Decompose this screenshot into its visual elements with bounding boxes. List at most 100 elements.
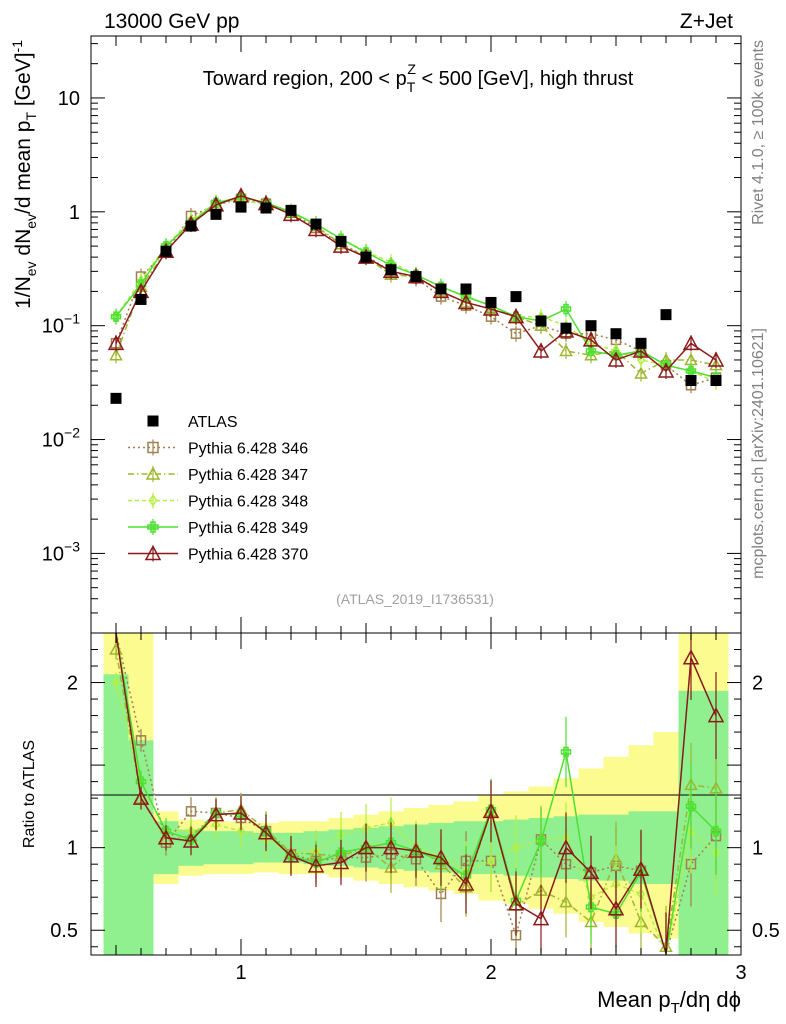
series-p349 [110, 188, 722, 386]
analysis-watermark: (ATLAS_2019_I1736531) [336, 591, 494, 607]
legend-marker [144, 544, 162, 561]
mcplots-label: mcplots.cern.ch [arXiv:2401.10621] [750, 328, 767, 579]
ratio-point [111, 676, 121, 689]
atlas-point [685, 375, 697, 387]
legend-item-p346: Pythia 6.428 346 [128, 439, 308, 458]
atlas-point [535, 315, 547, 327]
atlas-point [210, 208, 222, 220]
ratio-point [332, 853, 350, 870]
ratio-panel: 1 2 3 0.5 0.5 1 1 2 2 [50, 632, 780, 984]
ylabel-a: 1/N [12, 276, 35, 309]
legend-marker [147, 441, 159, 454]
y-axis-label: 1/Nev dNev/d mean pT [GeV]-1 [9, 40, 39, 309]
atlas-point [510, 291, 522, 303]
data-point [707, 351, 725, 367]
ratio-point [157, 829, 175, 845]
legend-item-p348: Pythia 6.428 348 [128, 492, 308, 511]
series-line [115, 198, 717, 383]
atlas-point [135, 293, 147, 305]
xlabel-sub: T [671, 1000, 680, 1017]
ratio-y-tick-label-right: 0.5 [752, 920, 780, 942]
ratio-point [486, 855, 496, 867]
y-tick-label: 10−2 [42, 425, 80, 452]
legend-marker [147, 521, 159, 533]
atlas-point [610, 328, 622, 340]
rivet-label: Rivet 4.1.0, ≥ 100k events [750, 40, 767, 225]
ratio-point [257, 824, 275, 840]
data-point [607, 351, 625, 367]
ratio-y-label: Ratio to ATLAS [21, 740, 38, 848]
legend-label: Pythia 6.428 347 [188, 467, 308, 484]
ratio-point [582, 863, 600, 880]
data-point [560, 303, 572, 315]
atlas-point [560, 322, 572, 334]
data-point [632, 342, 650, 358]
ratio-point [507, 895, 525, 911]
atlas-point [335, 235, 347, 247]
ratio-point [707, 706, 725, 723]
x-tick-label: 1 [235, 962, 246, 984]
ratio-point [560, 746, 572, 758]
atlas-point [660, 309, 672, 321]
atlas-point [160, 245, 172, 257]
ratio-point [236, 825, 246, 837]
ratio-y-tick-label-left: 1 [67, 838, 78, 860]
legend-label: Pythia 6.428 349 [188, 520, 308, 537]
ratio-series-p370 [115, 632, 725, 955]
legend-marker [145, 466, 161, 480]
x-axis-label: Mean pT/dη dϕ [597, 987, 741, 1017]
x-tick-label: 2 [485, 962, 496, 984]
data-point [507, 308, 525, 324]
x-tick-label: 3 [735, 962, 746, 984]
ratio-point [535, 835, 547, 847]
ratio-point [135, 735, 147, 746]
ylabel-c-sub: T [23, 112, 39, 121]
ylabel-d: [GeV] [12, 52, 35, 112]
atlas-point [110, 392, 122, 404]
ratio-point [432, 848, 450, 865]
ratio-point [382, 839, 400, 855]
ylabel-b: dN [12, 229, 35, 262]
legend-label: Pythia 6.428 370 [188, 547, 308, 564]
data-point [457, 293, 475, 310]
ratio-point [282, 847, 300, 863]
title-pre: Toward region, 200 < p [203, 68, 407, 90]
ratio-band-inner [103, 674, 129, 955]
atlas-point [410, 271, 422, 283]
legend-label: Pythia 6.428 348 [188, 494, 308, 511]
header-energy: 13000 GeV pp [104, 10, 239, 33]
legend: ATLAS Pythia 6.428 346 Pythia 6.428 347 Pyt… [128, 414, 308, 564]
ylabel-b-sub: ev [23, 214, 39, 229]
atlas-point [435, 283, 447, 295]
series-p346 [110, 190, 722, 394]
ylabel-a-sub: ev [23, 261, 39, 276]
atlas-point [385, 264, 397, 276]
series-p348 [111, 191, 721, 391]
xlabel-pre: Mean p [597, 987, 670, 1012]
ylabel-c: /d mean p [12, 121, 35, 214]
ratio-point [182, 832, 200, 848]
atlas-point [235, 201, 247, 213]
ratio-point [307, 857, 325, 873]
data-point [482, 300, 500, 316]
ratio-point [532, 910, 550, 926]
title-post: < 500 [GeV], high thrust [416, 68, 634, 90]
data-point [657, 362, 675, 378]
atlas-point [185, 220, 197, 232]
atlas-point [485, 296, 497, 308]
ratio-point [559, 895, 573, 908]
series-line [115, 196, 717, 379]
ratio-point [457, 875, 475, 891]
data-point [532, 342, 550, 358]
atlas-point [360, 251, 372, 263]
main-panel: 10 1 10−1 10−2 10−3 [42, 35, 742, 634]
main-frame [90, 35, 742, 634]
chart-title: Toward region, 200 < pTZ < 500 [GeV], hi… [203, 61, 634, 95]
header-process: Z+Jet [680, 10, 733, 33]
title-sup: Z [407, 61, 416, 77]
y-tick-label: 1 [69, 202, 80, 224]
legend-item-p349: Pythia 6.428 349 [128, 519, 308, 537]
series-line [115, 198, 717, 387]
ratio-point [682, 649, 700, 665]
